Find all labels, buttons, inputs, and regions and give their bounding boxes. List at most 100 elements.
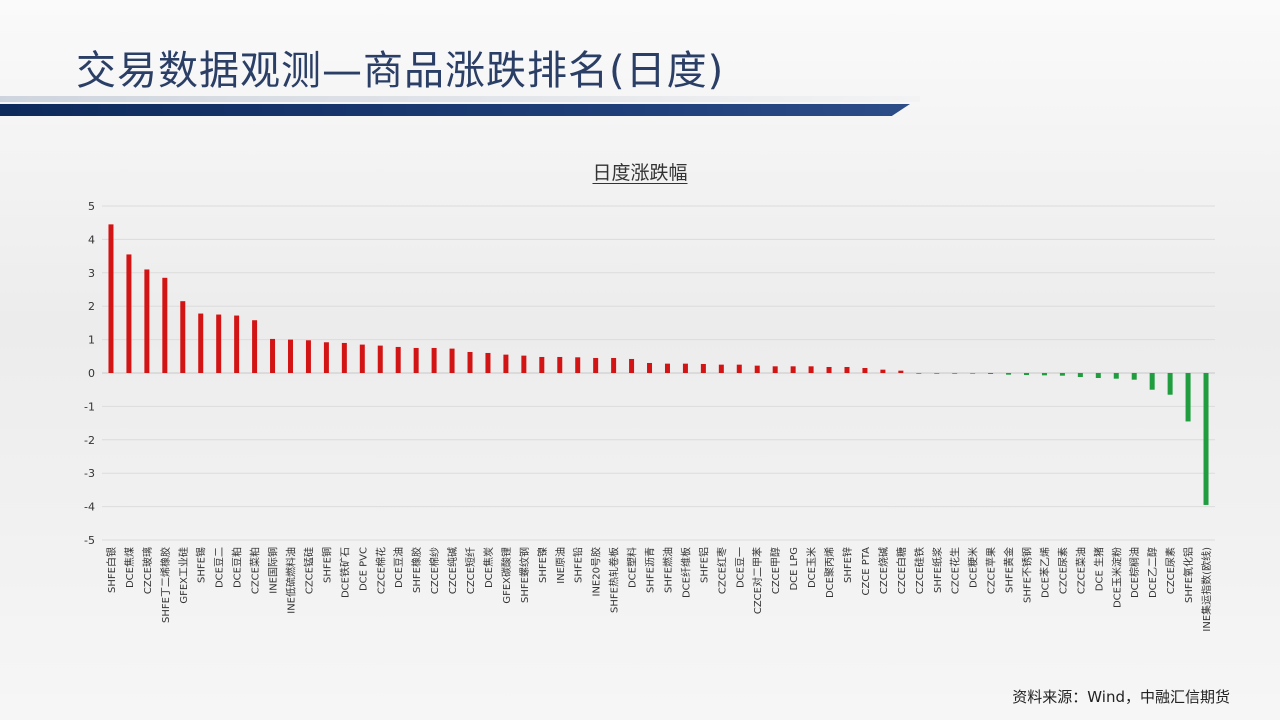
bar (252, 320, 258, 373)
bar (682, 363, 688, 373)
chart-grid (102, 205, 1215, 541)
bar (431, 347, 437, 373)
bar (557, 356, 563, 373)
x-tick-label: DCE棕榈油 (1128, 547, 1141, 598)
y-tick-label: -1 (84, 400, 95, 413)
x-tick-label: SHFE沥青 (644, 547, 657, 593)
y-tick-label: 0 (88, 367, 95, 380)
x-tick-label: INE原油 (554, 547, 567, 584)
bar (198, 313, 204, 373)
x-tick-label: INE国际铜 (268, 547, 280, 594)
x-tick-label: DCE豆粕 (231, 547, 244, 588)
x-tick-label: SHFE黄金 (1003, 547, 1016, 593)
bar (862, 367, 868, 373)
bar (144, 269, 150, 373)
x-tick-label: CZCE花生 (949, 547, 962, 594)
x-tick-label: SHFE白银 (105, 547, 118, 593)
bar (323, 342, 329, 373)
x-tick-label: SHFE热轧卷板 (608, 547, 621, 613)
x-tick-label: SHFE铅 (572, 547, 585, 583)
x-tick-label: CZCE菜粕 (249, 547, 262, 594)
bar (629, 358, 635, 373)
x-tick-label: CZCE纯碱 (446, 547, 459, 594)
bar (1077, 373, 1083, 378)
x-tick-label: DCE焦炭 (482, 547, 495, 588)
x-tick-label: SHFE纸浆 (931, 547, 944, 593)
bar (1185, 373, 1191, 422)
x-tick-label: SHFE铝 (698, 547, 710, 583)
x-tick-label: DCE LPG (789, 547, 800, 591)
x-tick-label: SHFE螺纹钢 (518, 547, 531, 603)
x-tick-label: SHFE氧化铝 (1182, 547, 1195, 603)
bar (718, 364, 724, 373)
x-tick-label: SHFE丁二烯橡胶 (159, 547, 172, 623)
x-tick-label: CZCE棉花 (374, 547, 387, 594)
bar (1167, 373, 1173, 395)
header-accent-line (0, 96, 920, 102)
x-tick-label: DCE苯乙烯 (1038, 547, 1051, 598)
bar (180, 301, 186, 373)
y-tick-label: 1 (88, 334, 95, 347)
x-tick-label: DCE聚丙烯 (823, 547, 836, 598)
bar (952, 373, 958, 374)
x-tick-label: SHFE不锈钢 (1021, 547, 1034, 603)
x-tick-label: CZCE锰硅 (302, 547, 315, 594)
bar (287, 339, 293, 373)
bar (449, 348, 455, 373)
x-tick-label: CZCE甲醇 (769, 547, 782, 594)
x-tick-label: DCE豆油 (392, 547, 405, 588)
y-tick-label: -5 (84, 534, 95, 547)
x-tick-label: DCE纤维板 (679, 547, 692, 598)
bar (898, 370, 904, 373)
x-axis-labels: SHFE白银 DCE焦煤 CZCE玻璃 SHFE丁二烯橡胶 GFEX工业硅 SHFE锡 DC… (105, 547, 1213, 632)
x-tick-label: CZCE红枣 (715, 547, 728, 594)
bar (539, 356, 545, 373)
x-tick-label: DCE焦煤 (123, 547, 136, 588)
bar (359, 344, 365, 373)
x-tick-label: DCE乙二醇 (1146, 547, 1159, 598)
x-tick-label: DCE PVC (358, 547, 369, 591)
bar (970, 373, 976, 374)
bar (844, 366, 850, 373)
x-tick-label: SHFE橡胶 (410, 547, 423, 593)
y-tick-label: 3 (88, 267, 95, 280)
header-band (0, 104, 910, 116)
chart-bars (108, 224, 1209, 505)
bar (880, 369, 886, 373)
source-note: 资料来源：Wind，中融汇信期货 (1012, 688, 1230, 706)
bar (593, 357, 599, 373)
bar (575, 357, 581, 373)
x-tick-label: DCE塑料 (626, 547, 639, 588)
x-tick-label: CZCE短纤 (464, 547, 477, 594)
bar (772, 366, 778, 373)
page-title: 交易数据观测—商品涨跌排名(日度) (76, 48, 725, 94)
bar (1059, 373, 1065, 376)
x-tick-label: DCE 生猪 (1092, 547, 1105, 591)
x-tick-label: CZCE对二甲苯 (751, 547, 764, 614)
bar (790, 366, 796, 373)
y-axis: 5 4 3 2 1 0 -1 -2 -3 -4 -5 (84, 200, 95, 547)
x-tick-label: INE低硫燃料油 (284, 547, 297, 614)
x-tick-label: CZCE菜油 (1074, 547, 1087, 594)
y-tick-label: -4 (84, 501, 95, 514)
bar (377, 345, 383, 373)
x-tick-label: DCE豆一 (734, 547, 746, 588)
bar (216, 314, 222, 373)
bar (108, 224, 114, 373)
bar (1095, 373, 1101, 379)
x-tick-label: INE集运指数(欧线) (1200, 547, 1213, 632)
x-tick-label: INE20号胶 (590, 547, 603, 596)
bar (1006, 373, 1012, 375)
bar (467, 351, 473, 373)
x-tick-label: SHFE燃油 (661, 547, 674, 593)
bar (1203, 373, 1209, 505)
x-tick-label: CZCE尿素 (1056, 547, 1069, 594)
x-tick-label: DCE粳米 (967, 547, 980, 588)
x-tick-label: SHFE锌 (841, 547, 854, 583)
x-tick-label: CZCE白糖 (895, 547, 908, 594)
bar (611, 357, 617, 373)
x-tick-label: DCE玉米 (805, 547, 818, 588)
bar (826, 366, 832, 373)
bar (521, 355, 527, 373)
bar (736, 364, 742, 373)
